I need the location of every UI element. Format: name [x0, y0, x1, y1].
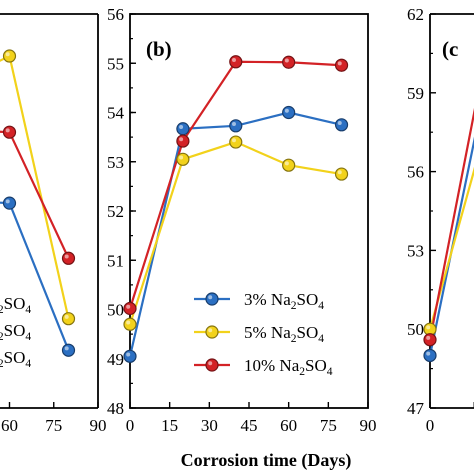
y-tick-label: 49 — [107, 350, 124, 369]
data-point-s1 — [229, 135, 243, 149]
data-point-s0 — [229, 119, 243, 133]
panel-a: 60 75 90 Na2SO4 Na2SO4 Na2SO4 — [0, 13, 107, 435]
y-tick-label: 52 — [107, 202, 124, 221]
data-point-s1 — [123, 317, 137, 331]
y-tick-label: 62 — [407, 5, 424, 24]
data-point-s0-highlight — [64, 346, 69, 351]
data-point-s0 — [282, 105, 296, 120]
y-tick-label: 53 — [407, 241, 424, 260]
data-point-s2-highlight — [426, 335, 431, 340]
data-point-s2-highlight — [179, 137, 184, 142]
data-point-s0-highlight — [426, 351, 431, 356]
y-tick-label: 53 — [107, 153, 124, 172]
legend-label-1: Na2SO4 — [0, 321, 31, 343]
data-point-s1 — [61, 312, 76, 326]
data-point-s1 — [2, 49, 17, 63]
panel-b: 48 49 50 51 52 53 54 55 56 0 15 30 45 60 75 90 (b) 3% Na2… — [107, 5, 377, 435]
panel-label: (c — [442, 37, 458, 61]
data-point-s1-highlight — [64, 314, 69, 319]
series-line-2 — [128, 60, 342, 309]
x-tick-label: 90 — [360, 416, 377, 435]
legend-marker-2 — [205, 358, 219, 372]
data-point-s2-highlight — [231, 57, 236, 62]
data-point-s0-highlight — [126, 352, 131, 357]
series-line-2 — [0, 130, 70, 259]
data-point-s1 — [334, 167, 349, 181]
x-tick-label: 75 — [45, 416, 62, 435]
data-point-s0-highlight — [231, 121, 236, 126]
data-point-s0 — [123, 349, 137, 363]
data-point-s1-highlight — [179, 155, 184, 160]
x-tick-label: 0 — [126, 416, 135, 435]
panel-label: (b) — [146, 37, 172, 61]
series-line-0 — [428, 136, 474, 356]
data-point-s2 — [61, 251, 76, 265]
data-point-s2-highlight — [126, 304, 131, 309]
y-tick-label: 47 — [407, 399, 425, 418]
data-point-s0 — [176, 122, 190, 136]
data-point-s0 — [423, 348, 437, 363]
y-tick-label: 55 — [107, 54, 124, 73]
y-tick-label: 54 — [107, 104, 125, 123]
legend-marker-0 — [205, 292, 219, 306]
data-point-s1-highlight — [5, 52, 10, 57]
data-point-s0 — [334, 118, 349, 132]
data-point-s2-highlight — [284, 58, 289, 63]
y-tick-label: 50 — [107, 301, 124, 320]
x-tick-label: 90 — [90, 416, 107, 435]
legend-label-2: 10% Na2SO4 — [244, 356, 333, 378]
legend-label-0: Na2SO4 — [0, 294, 31, 316]
legend-marker-2-highlight — [208, 361, 213, 366]
legend-marker-1 — [205, 325, 219, 339]
legend-label-2: Na2SO4 — [0, 348, 31, 370]
data-point-s2-highlight — [64, 254, 69, 259]
data-point-s1-highlight — [426, 325, 431, 330]
data-point-s2 — [176, 134, 190, 148]
y-tick-label: 59 — [407, 84, 424, 103]
data-point-s1-highlight — [337, 170, 342, 175]
series-line-2 — [428, 107, 474, 340]
data-point-s1 — [282, 158, 296, 172]
data-point-s1-highlight — [231, 138, 236, 143]
x-tick-label: 45 — [241, 416, 258, 435]
y-tick-label: 48 — [107, 399, 124, 418]
y-tick-label: 56 — [107, 5, 124, 24]
data-point-s0-highlight — [179, 124, 184, 129]
data-point-s2 — [123, 301, 137, 316]
data-point-s2 — [334, 58, 349, 72]
data-point-s0 — [61, 343, 76, 357]
data-point-s2 — [423, 333, 437, 347]
data-point-s0 — [2, 196, 17, 210]
legend-marker-1-highlight — [208, 328, 213, 333]
data-point-s2 — [2, 125, 17, 139]
data-point-s1-highlight — [284, 161, 289, 166]
x-tick-label: 30 — [201, 416, 218, 435]
data-point-s2 — [282, 55, 296, 69]
data-point-s0-highlight — [337, 121, 342, 126]
data-point-s0-highlight — [284, 108, 289, 113]
x-tick-label: 0 — [426, 416, 435, 435]
x-tick-label: 60 — [1, 416, 18, 435]
legend-label-0: 3% Na2SO4 — [244, 290, 324, 312]
data-point-s2-highlight — [337, 61, 342, 66]
series-line-0 — [128, 111, 342, 357]
data-point-s1 — [176, 152, 190, 166]
data-point-s1-highlight — [126, 320, 131, 325]
y-tick-label: 51 — [107, 251, 124, 270]
data-point-s2 — [229, 55, 243, 69]
data-point-s2-highlight — [5, 128, 10, 133]
legend-label-1: 5% Na2SO4 — [244, 323, 324, 345]
x-tick-label: 75 — [320, 416, 337, 435]
panel-c: 475053565962015(c — [407, 5, 474, 435]
x-tick-label: 60 — [280, 416, 297, 435]
y-tick-label: 50 — [407, 320, 424, 339]
y-tick-label: 56 — [407, 163, 424, 182]
x-tick-label: 15 — [161, 416, 178, 435]
legend-marker-0-highlight — [208, 295, 213, 300]
x-axis-title: Corrosion time (Days) — [181, 450, 352, 471]
data-point-s0-highlight — [5, 199, 10, 204]
